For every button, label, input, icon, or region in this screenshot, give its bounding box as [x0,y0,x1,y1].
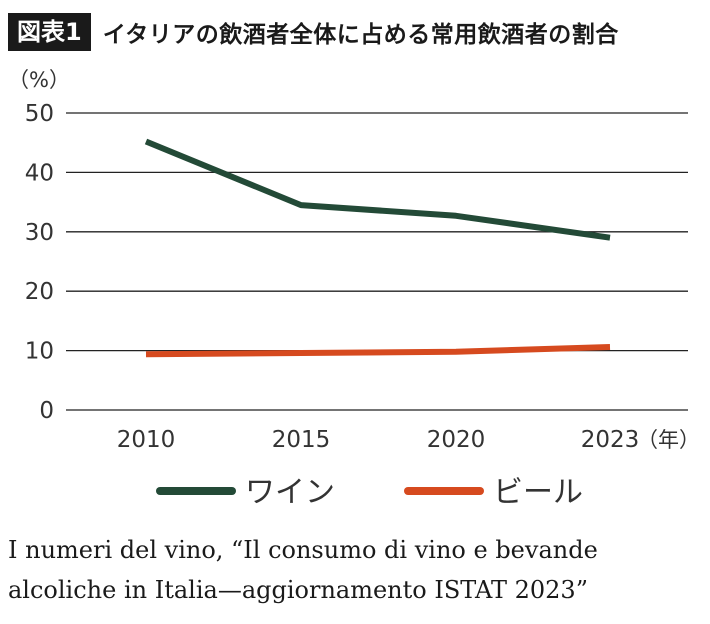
source-note: I numeri del vino, “Il consumo di vino e… [8,530,704,610]
legend: ワイン ビール [156,475,583,510]
y-axis: 0 10 20 30 40 50 （%） [8,68,70,424]
figure-badge: 図表1 [8,13,91,51]
y-tick-label: 20 [25,279,54,305]
y-tick-label: 10 [25,339,54,365]
legend-item: ワイン [156,475,335,510]
source-line-1: I numeri del vino, “Il consumo di vino e… [8,536,598,564]
x-axis-unit: （年） [637,428,700,452]
legend-label: ビール [493,475,583,510]
line-chart: 0 10 20 30 40 50 （%） 2010 2015 2020 2023（年） ワイン ビー… [8,68,700,510]
figure-header: 図表1 イタリアの飲酒者全体に占める常用飲酒者の割合 [8,10,619,54]
series-line-1 [145,344,611,358]
x-axis: 2010 2015 2020 2023（年） [117,427,700,453]
legend-item: ビール [404,475,583,510]
y-axis-unit: （%） [8,68,70,92]
x-tick-label: 2020 [427,427,486,453]
source-line-2: alcoliche in Italia—aggiornamento ISTAT … [8,576,588,604]
chart-title: イタリアの飲酒者全体に占める常用飲酒者の割合 [102,22,619,48]
gridlines [66,112,688,411]
y-tick-label: 40 [25,160,54,186]
legend-label: ワイン [245,475,335,510]
series-line-0 [144,138,611,241]
x-tick-label: 2010 [117,427,176,453]
series-lines [144,138,611,358]
y-tick-label: 50 [25,101,54,127]
x-tick-label: 2023 [581,427,640,453]
y-tick-label: 0 [39,398,54,424]
x-tick-label: 2015 [272,427,331,453]
y-tick-label: 30 [25,220,54,246]
